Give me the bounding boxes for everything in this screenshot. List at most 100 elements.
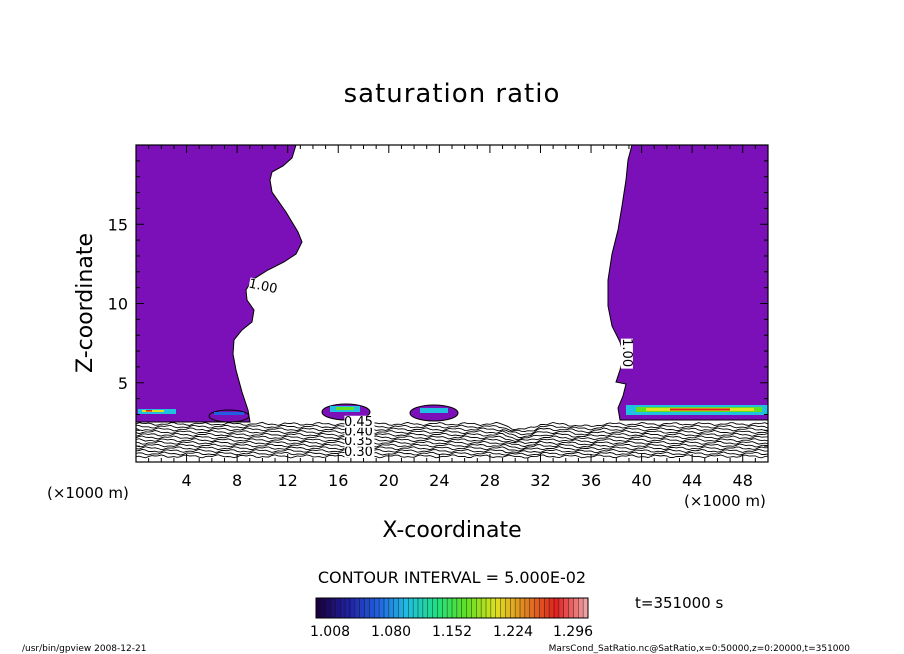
- stratified-contour-line: [136, 438, 768, 444]
- colorbar-stripe: [476, 598, 482, 618]
- colorbar-stripe: [578, 598, 584, 618]
- colorbar: [315, 598, 588, 618]
- contour-label: 0.45: [344, 415, 373, 430]
- colorbar-stripe: [379, 598, 384, 618]
- x-tick-label: 40: [631, 471, 651, 490]
- colorbar-stripe: [359, 598, 365, 618]
- colorbar-stripe: [495, 598, 501, 618]
- colorbar-stripe: [510, 598, 516, 618]
- x-tick-label: 8: [232, 471, 242, 490]
- colorbar-stripe: [437, 598, 443, 618]
- colorbar-stripe: [583, 598, 588, 618]
- colorbar-stripe: [549, 598, 554, 618]
- contour-label: 1.00: [247, 276, 278, 297]
- colorbar-stripe: [505, 598, 511, 618]
- x-tick-label: 12: [278, 471, 298, 490]
- stratified-contour-line: [136, 430, 768, 438]
- colorbar-tick-label: 1.008: [310, 624, 350, 640]
- stratified-contour-line: [136, 440, 768, 448]
- contour-label-bg: [248, 277, 280, 296]
- contour-label: 1.00: [619, 338, 634, 367]
- x-tick-label: 48: [733, 471, 753, 490]
- contour-label: 0.40: [344, 424, 373, 439]
- colorbar-stripe: [393, 598, 399, 618]
- colorbar-stripe: [413, 598, 418, 618]
- colorbar-stripe: [447, 598, 452, 618]
- colorbar-tick-label: 1.080: [371, 624, 411, 640]
- stratified-contour-line: [136, 432, 768, 441]
- colorbar-stripe: [422, 598, 428, 618]
- hot-band-left-max: [146, 410, 152, 412]
- hot-band-x8: [214, 412, 244, 415]
- x-unit-right: (×1000 m): [684, 492, 766, 510]
- colorbar-stripe: [388, 598, 394, 618]
- stratified-contour-line: [136, 443, 768, 450]
- contour-labels: 1.00 1.00 0.300.350.400.45: [247, 276, 634, 459]
- time-label: t=351000 s: [635, 594, 723, 612]
- colorbar-stripe: [354, 598, 360, 618]
- colorbar-tick-labels: 1.008 1.080 1.152 1.224 1.296: [310, 624, 593, 640]
- hot-band-x23: [420, 408, 448, 413]
- colorbar-stripe: [335, 598, 341, 618]
- colorbar-stripe: [554, 598, 559, 618]
- chart-title: saturation ratio: [344, 79, 561, 109]
- colorbar-stripe: [369, 598, 375, 618]
- x-axis-ticks: 4 8 12 16 20 24 28 32 36 40 44 48: [135, 145, 769, 490]
- contour-label: 0.30: [344, 445, 373, 460]
- y-tick-label: 5: [118, 374, 128, 393]
- colorbar-stripe: [568, 598, 574, 618]
- colorbar-stripe: [520, 598, 525, 618]
- colorbar-stripe: [452, 598, 457, 618]
- colorbar-stripe: [432, 598, 438, 618]
- y-tick-label: 10: [108, 295, 128, 314]
- contour-label: 0.35: [344, 434, 373, 449]
- colorbar-stripe: [563, 598, 569, 618]
- colorbar-stripe: [325, 598, 331, 618]
- contour-label-bg: [620, 338, 633, 369]
- stratified-contour-line: [136, 427, 768, 436]
- y-axis-label: Z-coordinate: [73, 233, 98, 373]
- colorbar-stripe: [384, 598, 389, 618]
- hot-band-right-max: [670, 408, 730, 411]
- contour-label-bg: [344, 415, 375, 428]
- contour-interval: CONTOUR INTERVAL = 5.000E-02: [318, 568, 586, 587]
- x-tick-label: 20: [379, 471, 399, 490]
- colorbar-stripe: [461, 598, 467, 618]
- stratified-contour-line: [136, 451, 768, 456]
- colorbar-stripe: [539, 598, 545, 618]
- colorbar-stripe: [427, 598, 433, 618]
- colorbar-stripe: [534, 598, 540, 618]
- x-tick-label: 28: [480, 471, 500, 490]
- colorbar-stripe: [573, 598, 579, 618]
- plot-area: [136, 145, 768, 459]
- stratified-contour-line: [136, 448, 768, 454]
- hot-band-left-core: [142, 410, 164, 412]
- colorbar-stripe: [524, 598, 530, 618]
- x-tick-label: 16: [328, 471, 348, 490]
- colorbar-stripe: [320, 598, 326, 618]
- hot-band-x16-core: [336, 407, 354, 410]
- colorbar-stripe: [398, 598, 404, 618]
- colorbar-frame: [315, 597, 589, 619]
- stratified-contour-line: [136, 424, 768, 432]
- colorbar-stripe: [486, 598, 491, 618]
- right-saturated-region: [607, 145, 768, 421]
- colorbar-stripe: [340, 598, 346, 618]
- contour-label-bg: [344, 434, 375, 447]
- colorbar-stripe: [558, 598, 564, 618]
- colorbar-stripe: [403, 598, 409, 618]
- colorbar-stripe: [316, 598, 321, 618]
- x-tick-label: 32: [530, 471, 550, 490]
- x-unit-left: (×1000 m): [47, 484, 129, 502]
- colorbar-stripe: [466, 598, 472, 618]
- colorbar-stripe: [350, 598, 355, 618]
- stratified-contour-line: [136, 421, 768, 431]
- colorbar-stripe: [330, 598, 336, 618]
- contour-label-bg: [344, 445, 375, 458]
- stratified-contour-line: [136, 435, 768, 442]
- y-axis-ticks: 5 10 15: [108, 144, 768, 463]
- colorbar-stripe: [490, 598, 496, 618]
- x-axis-label: X-coordinate: [382, 518, 521, 543]
- stratified-contours: [136, 421, 768, 459]
- footer-left: /usr/bin/gpview 2008-12-21: [22, 644, 146, 654]
